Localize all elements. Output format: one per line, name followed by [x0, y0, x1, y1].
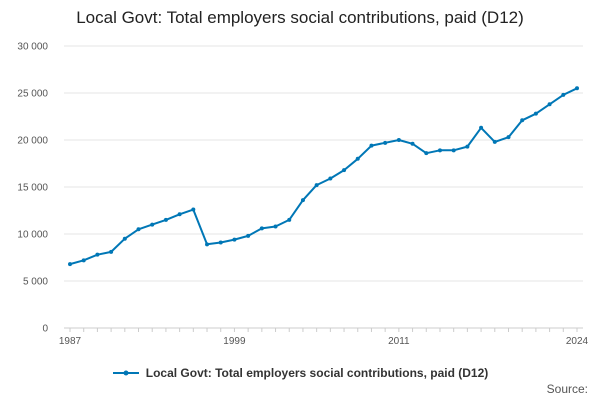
data-point[interactable]	[561, 92, 566, 97]
data-point[interactable]	[150, 222, 155, 227]
y-tick-label: 5 000	[23, 277, 48, 288]
data-point[interactable]	[273, 224, 278, 229]
axis-layer: 0 5 000 10 000 15 000 20 000 25 000 30 000 1987…	[17, 42, 588, 348]
y-tick-label: 25 000	[17, 89, 48, 100]
data-point[interactable]	[109, 249, 114, 254]
y-tick-label: 15 000	[17, 183, 48, 194]
series-line[interactable]	[69, 87, 578, 266]
data-point[interactable]	[246, 233, 251, 238]
data-point[interactable]	[355, 156, 360, 161]
data-point[interactable]	[424, 151, 429, 156]
data-point[interactable]	[232, 237, 237, 242]
data-point[interactable]	[479, 125, 484, 130]
y-tick-label: 20 000	[17, 136, 48, 147]
legend-label: Local Govt: Total employers social contr…	[145, 366, 489, 380]
data-point[interactable]	[369, 143, 374, 148]
data-point[interactable]	[451, 148, 456, 153]
data-point[interactable]	[205, 242, 210, 247]
data-point[interactable]	[328, 176, 333, 181]
y-tick-label: 10 000	[17, 230, 48, 241]
data-point[interactable]	[492, 139, 497, 144]
data-point[interactable]	[383, 140, 388, 145]
data-point[interactable]	[95, 252, 100, 257]
data-point[interactable]	[520, 118, 525, 123]
legend-swatch	[112, 370, 139, 376]
data-point[interactable]	[533, 111, 538, 116]
data-point[interactable]	[300, 198, 305, 203]
x-tick-label: 1999	[223, 336, 246, 347]
data-point[interactable]	[506, 135, 511, 140]
x-tick-label: 2011	[388, 336, 410, 347]
data-point[interactable]	[122, 236, 127, 241]
grid-layer	[64, 45, 583, 282]
data-point[interactable]	[396, 138, 401, 142]
data-point[interactable]	[177, 212, 182, 217]
data-point[interactable]	[191, 207, 196, 212]
data-point[interactable]	[465, 144, 470, 149]
data-point[interactable]	[287, 217, 292, 222]
y-tick-label: 30 000	[17, 42, 48, 53]
chart-title: Local Govt: Total employers social contr…	[76, 8, 524, 27]
data-point[interactable]	[218, 240, 223, 245]
y-tick-label: 0	[42, 324, 48, 335]
data-point[interactable]	[314, 183, 319, 188]
data-point[interactable]	[410, 141, 415, 146]
legend[interactable]: Local Govt: Total employers social contr…	[0, 366, 600, 380]
data-point[interactable]	[259, 226, 264, 231]
x-tick-label: 1987	[59, 336, 82, 347]
data-point[interactable]	[342, 168, 347, 173]
x-tick-label: 2024	[566, 336, 589, 347]
data-point[interactable]	[136, 227, 141, 232]
source-label: Source:	[546, 382, 588, 396]
data-point[interactable]	[547, 102, 552, 107]
data-point[interactable]	[81, 258, 86, 263]
data-point[interactable]	[437, 148, 442, 153]
data-point[interactable]	[163, 217, 168, 222]
data-point[interactable]	[68, 262, 72, 267]
series-layer	[68, 86, 579, 267]
data-point[interactable]	[575, 86, 579, 91]
